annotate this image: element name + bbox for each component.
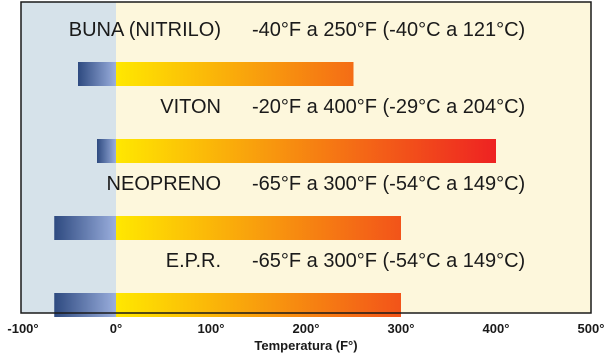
material-label: NEOPRENO [107, 173, 221, 195]
material-label: BUNA (NITRILO) [69, 19, 221, 41]
x-tick-label: 300° [388, 321, 415, 336]
x-axis-title: Temperatura (F°) [254, 338, 357, 353]
temperature-range-label: -40°F a 250°F (-40°C a 121°C) [252, 19, 525, 41]
material-label: VITON [160, 96, 221, 118]
bar-below-zero [78, 62, 116, 86]
bar-below-zero [97, 139, 116, 163]
temperature-range-label: -65°F a 300°F (-54°C a 149°C) [252, 250, 525, 272]
temperature-range-label: -65°F a 300°F (-54°C a 149°C) [252, 173, 525, 195]
temperature-range-label: -20°F a 400°F (-29°C a 204°C) [252, 96, 525, 118]
material-label: E.P.R. [166, 250, 221, 272]
bar-below-zero [54, 216, 116, 240]
x-tick-label: 200° [293, 321, 320, 336]
bar-above-zero [116, 216, 401, 240]
bar-above-zero [116, 139, 496, 163]
plot-border [20, 1, 592, 314]
x-axis: -100° 0° 100° 200° 300° 400° 500° [7, 321, 604, 336]
bar-above-zero [116, 62, 354, 86]
x-tick-label: 500° [578, 321, 605, 336]
x-tick-label: -100° [7, 321, 38, 336]
x-tick-label: 100° [198, 321, 225, 336]
x-tick-label: 0° [110, 321, 122, 336]
labels-group: BUNA (NITRILO) -40°F a 250°F (-40°C a 121… [69, 19, 525, 272]
x-tick-label: 400° [483, 321, 510, 336]
